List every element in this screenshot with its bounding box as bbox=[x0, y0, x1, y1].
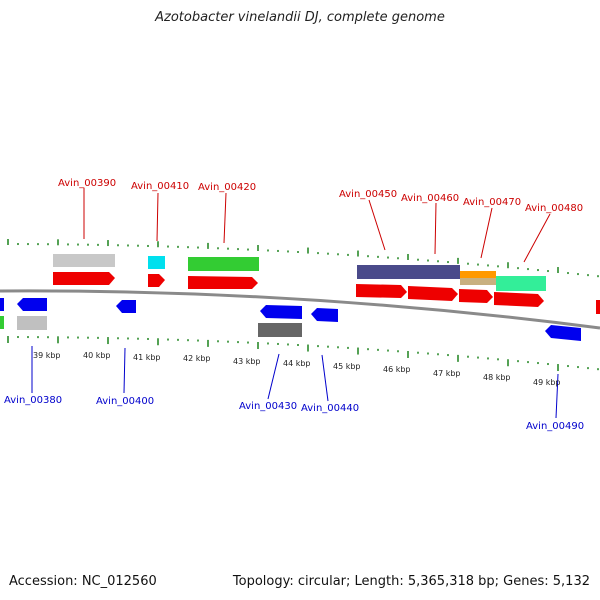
cog-block bbox=[17, 316, 47, 330]
scale-label-44: 44 kbp bbox=[283, 359, 311, 368]
forward-gene-arrow[interactable] bbox=[408, 286, 458, 301]
gene-label-avin-00450[interactable]: Avin_00450 bbox=[339, 189, 397, 200]
gene-label-avin-00420[interactable]: Avin_00420 bbox=[198, 182, 256, 193]
gene-label-avin-00390[interactable]: Avin_00390 bbox=[58, 178, 116, 189]
forward-cog-blocks bbox=[53, 254, 546, 291]
reverse-gene-labels: Avin_00380 Avin_00400 Avin_00430 Avin_00… bbox=[4, 395, 584, 432]
reverse-gene-arrow[interactable] bbox=[0, 298, 4, 311]
forward-gene-arrows bbox=[53, 272, 600, 314]
scale-label-41: 41 kbp bbox=[133, 353, 161, 362]
scale-label-39: 39 kbp bbox=[33, 351, 61, 360]
cog-block bbox=[188, 257, 259, 271]
forward-gene-arrow[interactable] bbox=[494, 292, 544, 307]
cog-block bbox=[460, 271, 496, 278]
scale-label-48: 48 kbp bbox=[483, 373, 511, 382]
forward-gene-arrow[interactable] bbox=[188, 276, 258, 289]
gene-label-avin-00400[interactable]: Avin_00400 bbox=[96, 396, 154, 407]
gene-label-avin-00440[interactable]: Avin_00440 bbox=[301, 403, 359, 414]
scale-label-45: 45 kbp bbox=[333, 362, 361, 371]
forward-leader-lines bbox=[83, 188, 551, 263]
reverse-gene-arrow[interactable] bbox=[116, 300, 136, 313]
cog-block bbox=[496, 276, 546, 291]
gene-label-avin-00430[interactable]: Avin_00430 bbox=[239, 401, 297, 412]
scale-label-46: 46 kbp bbox=[383, 365, 411, 374]
reverse-leader-lines bbox=[31, 346, 559, 419]
reverse-gene-arrows bbox=[0, 298, 581, 341]
forward-gene-arrow[interactable] bbox=[459, 289, 493, 303]
reverse-gene-arrow[interactable] bbox=[311, 308, 338, 322]
inner-tick-marks bbox=[7, 336, 599, 372]
forward-gene-labels: Avin_00390 Avin_00410 Avin_00420 Avin_00… bbox=[58, 178, 583, 214]
cog-block bbox=[357, 265, 460, 279]
scale-label-47: 47 kbp bbox=[433, 369, 461, 378]
accession-footer: Accession: NC_012560 bbox=[9, 574, 157, 589]
scale-label-43: 43 kbp bbox=[233, 357, 261, 366]
genome-stats-footer: Topology: circular; Length: 5,365,318 bp… bbox=[232, 574, 590, 589]
cog-block bbox=[460, 278, 496, 285]
gene-label-avin-00490[interactable]: Avin_00490 bbox=[526, 421, 584, 432]
reverse-gene-arrow[interactable] bbox=[17, 298, 47, 311]
scale-label-40: 40 kbp bbox=[83, 351, 111, 360]
cog-block bbox=[258, 323, 302, 337]
scale-label-42: 42 kbp bbox=[183, 354, 211, 363]
forward-gene-arrow[interactable] bbox=[148, 274, 165, 287]
scale-labels: 39 kbp 40 kbp 41 kbp 42 kbp 43 kbp 44 kb… bbox=[33, 351, 561, 387]
forward-gene-arrow[interactable] bbox=[53, 272, 115, 285]
reverse-gene-arrow[interactable] bbox=[545, 325, 581, 341]
genome-backbone bbox=[0, 289, 600, 330]
page-title: Azotobacter vinelandii DJ, complete geno… bbox=[155, 10, 445, 25]
forward-gene-arrow[interactable] bbox=[596, 300, 600, 314]
gene-label-avin-00460[interactable]: Avin_00460 bbox=[401, 193, 459, 204]
scale-label-49: 49 kbp bbox=[533, 378, 561, 387]
outer-tick-marks bbox=[7, 239, 599, 278]
gene-label-avin-00380[interactable]: Avin_00380 bbox=[4, 395, 62, 406]
reverse-cog-blocks bbox=[0, 316, 302, 337]
cog-block bbox=[148, 256, 165, 269]
cog-block bbox=[53, 254, 115, 267]
gene-label-avin-00410[interactable]: Avin_00410 bbox=[131, 181, 189, 192]
reverse-gene-arrow[interactable] bbox=[260, 305, 302, 319]
cog-block bbox=[0, 316, 4, 329]
forward-gene-arrow[interactable] bbox=[356, 284, 407, 298]
gene-label-avin-00480[interactable]: Avin_00480 bbox=[525, 203, 583, 214]
gene-label-avin-00470[interactable]: Avin_00470 bbox=[463, 197, 521, 208]
